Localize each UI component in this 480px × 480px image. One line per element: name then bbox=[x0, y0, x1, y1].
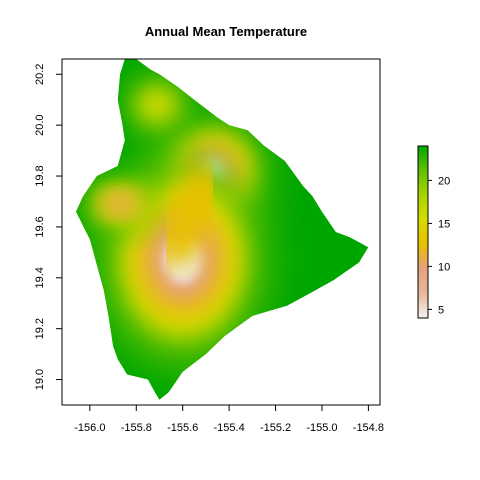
plot-area bbox=[75, 59, 369, 400]
x-tick-label: -154.8 bbox=[353, 422, 384, 434]
x-tick-label: -155.2 bbox=[260, 422, 291, 434]
y-tick-label: 20.2 bbox=[34, 64, 46, 85]
legend-tick-label: 20 bbox=[438, 175, 450, 187]
legend-tick-label: 10 bbox=[438, 261, 450, 273]
x-tick-label: -155.8 bbox=[121, 422, 152, 434]
y-tick-label: 19.8 bbox=[34, 165, 46, 186]
y-tick-label: 19.6 bbox=[34, 216, 46, 237]
y-tick-label: 19.2 bbox=[34, 318, 46, 339]
chart-title: Annual Mean Temperature bbox=[145, 24, 307, 39]
temperature-raster bbox=[75, 59, 369, 400]
temperature-zone bbox=[135, 85, 180, 125]
color-legend: 5 10 15 20 bbox=[417, 145, 450, 319]
saddle-zone bbox=[158, 166, 222, 268]
temperature-zone bbox=[105, 194, 135, 214]
x-tick-label: -155.6 bbox=[167, 422, 198, 434]
y-tick-label: 19.0 bbox=[34, 369, 46, 390]
legend-tick-label: 15 bbox=[438, 218, 450, 230]
legend-tick-label: 5 bbox=[438, 304, 444, 316]
x-axis: -156.0 -155.8 -155.6 -155.4 -155.2 -155.0 -154… bbox=[74, 404, 384, 434]
x-tick-label: -155.0 bbox=[306, 422, 337, 434]
legend-colorbar bbox=[417, 145, 429, 319]
x-tick-label: -155.4 bbox=[214, 422, 245, 434]
y-tick-label: 19.4 bbox=[34, 267, 46, 288]
y-tick-label: 20.0 bbox=[34, 114, 46, 135]
x-tick-label: -156.0 bbox=[74, 422, 105, 434]
y-axis: 19.0 19.2 19.4 19.6 19.8 20.0 20.2 bbox=[34, 64, 63, 390]
